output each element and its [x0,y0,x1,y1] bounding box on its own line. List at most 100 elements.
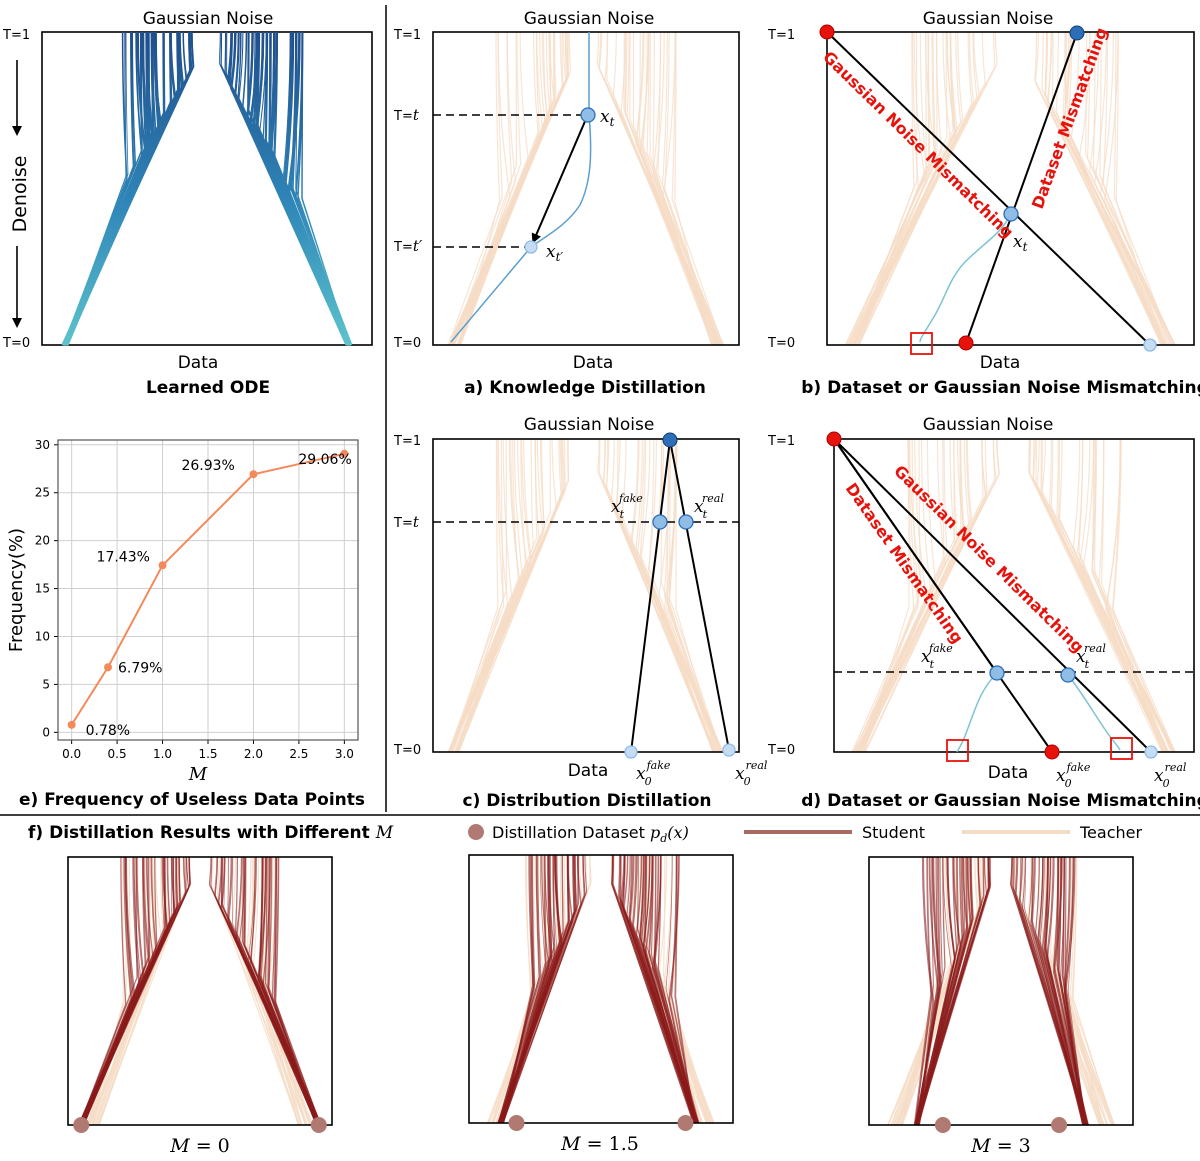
student-trajectory [78,856,187,1126]
teacher-trajectory [646,31,721,346]
teacher-trajectory [456,31,551,346]
teacher-trajectory [849,31,986,346]
teacher-trajectory [449,438,569,753]
ode-trajectory [282,31,350,346]
legend-dataset-label: Distillation Dataset pd(x) [492,823,689,845]
teacher-trajectory [449,31,564,346]
teacher-trajectory [450,438,551,753]
student-trajectory [81,856,165,1126]
teacher-trajectory [639,438,715,753]
ode-t0-label: T=0 [2,336,30,351]
ode-gaussian-noise-label: Gaussian Noise [143,9,274,29]
teacher-trajectory [850,31,956,346]
d-real-student-trajectory [1067,674,1121,751]
panel-d-mismatching: Gaussian Noise T=1 T=0 Dataset Mismatchi… [767,415,1200,811]
a-xt-point [580,107,596,123]
student-trajectory [1038,856,1088,1126]
ode-trajectory [66,31,160,346]
data-label: 17.43% [97,549,150,565]
teacher-trajectory [450,31,570,346]
c-gaussian-noise-label: Gaussian Noise [524,415,655,435]
panel-f-distillation-results: f) Distillation Results with Different M… [28,823,1142,1157]
teacher-trajectory [1091,438,1169,753]
teacher-trajectory [1071,856,1103,1126]
ode-trajectory [63,31,166,346]
student-trajectory [208,856,321,1126]
ode-trajectory [283,31,351,346]
panel-a-knowledge-distillation: Gaussian Noise T=1 T=0 T=t T=t′ xt xt′ D… [393,9,740,398]
student-trajectory [259,856,318,1126]
teacher-trajectory [648,438,722,753]
teacher-trajectory [657,438,715,753]
student-trajectory [1062,856,1085,1126]
teacher-trajectory [458,438,534,753]
student-trajectory [498,854,569,1124]
y-axis-label: Frequency(%) [6,528,27,652]
student-trajectory [1045,856,1086,1126]
student-trajectory [501,854,557,1124]
d-fake-student-trajectory [956,672,998,753]
teacher-trajectory [448,438,513,753]
ode-trajectory [237,31,350,346]
teacher-trajectory [654,31,725,346]
c-xt-fake-point [652,514,668,530]
frequency-point [67,720,76,729]
teacher-trajectory [1034,31,1166,346]
teacher-trajectory [671,31,723,346]
teacher-trajectory [858,31,975,346]
c-xt-real-label: xtreal [694,492,724,521]
teacher-trajectory [858,31,957,346]
x-tick-label: 0.0 [62,747,81,761]
teacher-trajectory [457,31,539,346]
a-distillation-arrow [531,118,587,244]
teacher-trajectory [499,854,591,1124]
ode-trajectory [292,31,349,346]
ode-trajectory [64,31,135,346]
student-trajectory [916,856,969,1126]
a-highlighted-trajectory [450,32,592,343]
caption-d: d) Dataset or Gaussian Noise Mismatching [801,791,1200,811]
b-dataset-line [965,32,1078,344]
student-trajectory [502,854,564,1124]
teacher-trajectory [630,438,714,753]
student-trajectory [1030,856,1087,1126]
b-xt-label: xt [1013,232,1028,254]
teacher-trajectory [447,31,503,346]
student-trajectory [241,856,320,1126]
student-trajectory [274,856,318,1126]
f-panel-m15 [468,854,734,1131]
f-frame [868,856,1134,1126]
teacher-trajectory [1082,438,1174,753]
ode-trajectory [64,31,143,346]
c-teacher-trajectories [447,438,724,753]
ode-trajectory [248,31,351,346]
teacher-trajectory [1058,438,1176,753]
x-tick-label: 2.5 [289,747,308,761]
teacher-trajectory [1062,31,1176,346]
ode-trajectories [61,31,353,346]
teacher-trajectory [450,438,566,753]
teacher-trajectory [1050,856,1108,1126]
dataset-point [508,1115,525,1131]
student-trajectory [502,854,547,1124]
ode-trajectory [289,31,353,346]
teacher-trajectory [499,854,566,1124]
d-x0-real-label: x0real [1154,761,1187,790]
teacher-trajectory [863,438,988,753]
teacher-trajectory [452,31,556,346]
student-trajectory [645,854,698,1124]
teacher-trajectory [456,31,517,346]
teacher-trajectory [597,438,717,753]
panel-e-frequency-chart: e) Frequency of Useless Data Points 0.0 0… [6,438,365,810]
b-data-label: Data [980,353,1021,373]
teacher-trajectory [629,32,716,346]
student-trajectory [264,856,322,1126]
student-trajectory [1028,856,1084,1126]
ode-trajectory [61,31,185,346]
ode-trajectory [63,31,157,346]
student-trajectory [914,856,946,1126]
teacher-trajectory [449,438,540,753]
ode-trajectory [246,31,353,346]
teacher-trajectory [1104,31,1163,346]
teacher-trajectory [853,438,964,753]
